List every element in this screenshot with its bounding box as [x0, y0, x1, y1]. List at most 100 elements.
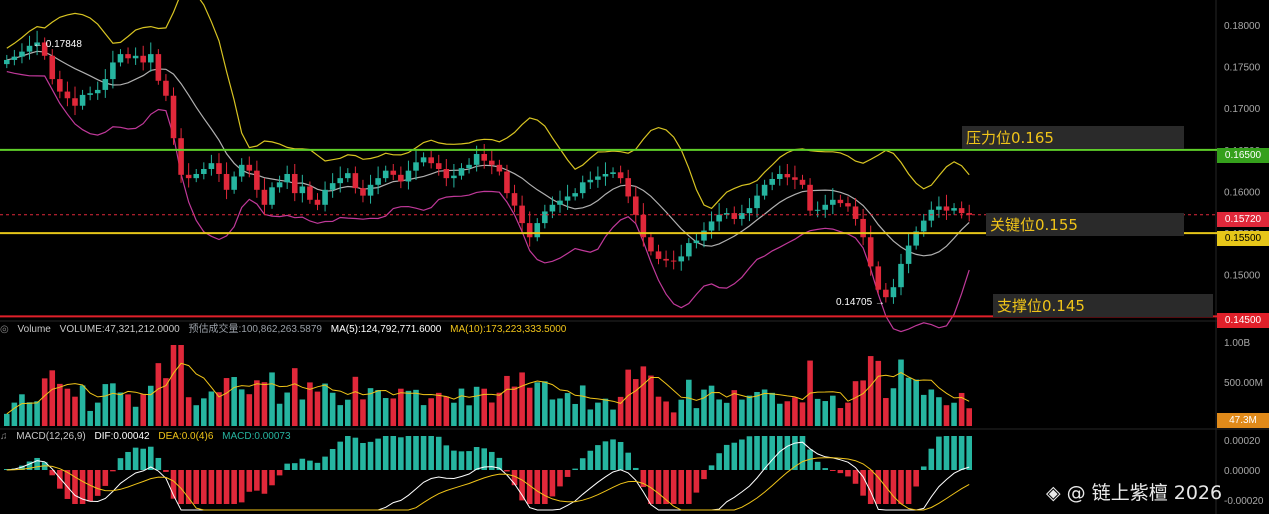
candle-body	[185, 174, 192, 179]
volume-bar	[648, 375, 654, 426]
macd-histogram-bar	[617, 441, 624, 470]
macd-histogram-bar	[367, 441, 374, 470]
volume-bar	[345, 399, 351, 426]
candle-body	[428, 157, 434, 164]
candle-body	[754, 195, 760, 209]
candle-body	[246, 164, 253, 171]
macd-histogram-bar	[731, 442, 738, 470]
macd-histogram-bar	[602, 441, 609, 470]
candle-body	[375, 178, 381, 185]
price-axis-tick: 0.17500	[1224, 63, 1261, 74]
candle-body	[4, 59, 10, 65]
volume-bar	[708, 385, 715, 426]
volume-bar	[147, 385, 154, 426]
macd-histogram-bar	[170, 470, 177, 499]
macd-histogram-bar	[549, 470, 556, 497]
volume-bar	[269, 372, 275, 426]
candle-body	[276, 182, 283, 188]
watermark: ◈ @ 链上紫檀 2026	[1046, 478, 1222, 505]
volume-bar	[625, 369, 631, 426]
candle-body	[769, 178, 775, 185]
candle-body	[617, 172, 624, 179]
candle-body	[504, 171, 510, 194]
macd-histogram-bar	[837, 470, 844, 474]
candle-body	[87, 93, 93, 95]
key-level-annotation: 关键位0.155	[986, 213, 1184, 236]
candle-body	[19, 51, 25, 57]
volume-bar	[670, 412, 677, 426]
resistance-price-tag: 0.16500	[1217, 148, 1269, 163]
volume-bar	[390, 398, 397, 426]
macd-histogram-bar	[428, 436, 434, 470]
volume-bar	[845, 402, 851, 426]
price-axis-tick: 0.16000	[1224, 187, 1261, 198]
candle-body	[534, 223, 541, 238]
candle-body	[708, 221, 715, 231]
macd-legend-item: MACD:0.00073	[222, 431, 291, 442]
macd-histogram-bar	[640, 470, 647, 488]
candle-body	[382, 170, 389, 179]
candle-body	[610, 172, 616, 174]
volume-bar	[534, 382, 541, 426]
macd-histogram-bar	[519, 470, 525, 501]
candle-body	[860, 218, 866, 238]
volume-bar	[19, 394, 25, 426]
macd-histogram-bar	[64, 470, 71, 499]
candle-body	[670, 260, 677, 262]
candle-body	[792, 177, 798, 180]
macd-histogram-bar	[147, 446, 154, 470]
macd-histogram-bar	[299, 458, 306, 470]
candle-body	[731, 213, 738, 219]
macd-histogram-bar	[72, 470, 78, 504]
volume-bar	[216, 392, 222, 426]
macd-histogram-bar	[398, 437, 404, 470]
volume-bar	[822, 401, 829, 426]
last-price-tag: 0.15720	[1217, 212, 1269, 227]
macd-histogram-bar	[572, 468, 578, 470]
macd-bell-icon[interactable]: ♫	[0, 431, 8, 442]
candle-body	[564, 196, 571, 201]
volume-bar	[951, 402, 957, 426]
volume-bar	[549, 399, 556, 426]
candle-body	[216, 163, 222, 174]
volume-bar	[223, 378, 230, 426]
macd-legend-item: MACD(12,26,9)	[16, 431, 86, 442]
candle-body	[822, 204, 829, 210]
macd-histogram-bar	[451, 450, 457, 470]
volume-bar	[663, 401, 669, 426]
volume-bar	[473, 386, 480, 426]
candle-body	[329, 183, 336, 190]
macd-histogram-bar	[269, 470, 275, 486]
macd-histogram-bar	[337, 441, 344, 470]
volume-bar	[329, 392, 336, 426]
macd-histogram-bar	[761, 436, 768, 470]
volume-bar	[398, 388, 404, 426]
macd-histogram-bar	[163, 470, 169, 472]
candle-body	[26, 45, 33, 52]
volume-bar	[761, 389, 768, 426]
macd-dea-line	[6, 457, 970, 511]
macd-histogram-bar	[496, 457, 503, 470]
macd-histogram-bar	[898, 470, 904, 504]
bollinger-lower-line	[6, 71, 970, 333]
volume-bar	[375, 390, 381, 426]
volume-bar	[587, 409, 594, 426]
volume-bar	[837, 408, 844, 426]
candle-body	[845, 203, 851, 207]
candle-body	[655, 251, 662, 259]
candle-body	[299, 186, 306, 194]
volume-bar	[526, 387, 533, 426]
candle-body	[511, 193, 518, 206]
macd-histogram-bar	[443, 445, 450, 470]
candle-body	[693, 240, 700, 244]
candle-body	[473, 154, 480, 165]
volume-bar	[936, 397, 942, 426]
macd-histogram-bar	[716, 453, 722, 470]
macd-histogram-bar	[595, 445, 601, 470]
low-price-marker: 0.14705 →	[836, 297, 885, 308]
volume-bar	[920, 394, 927, 426]
candle-body	[420, 157, 427, 163]
macd-histogram-bar	[178, 470, 184, 504]
volume-eye-icon[interactable]: ◎	[0, 324, 9, 335]
candle-body	[867, 237, 874, 267]
